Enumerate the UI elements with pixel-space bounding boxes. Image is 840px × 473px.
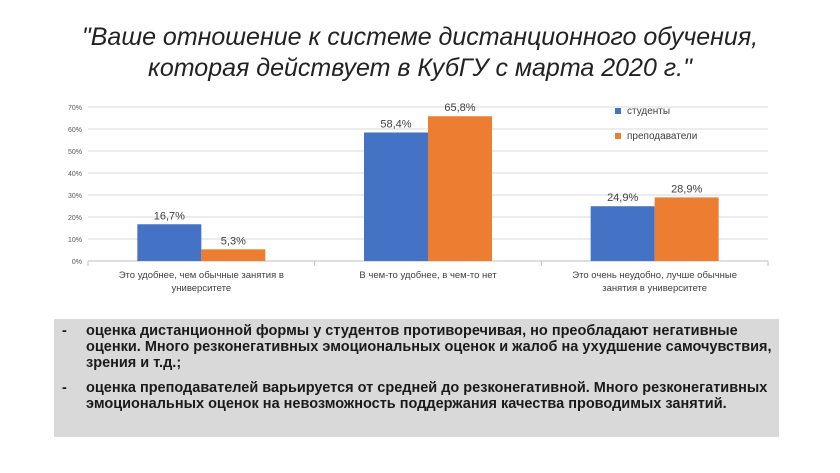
bar	[137, 224, 202, 261]
y-tick-label: 0%	[72, 259, 82, 266]
slide-title-line-2: которая действует в КубГУ с марта 2020 г…	[148, 54, 692, 82]
conclusion-text: оценка дистанционной формы у студентов п…	[86, 323, 772, 371]
x-category-label: В чем-то удобнее, в чем-то нет	[359, 270, 497, 281]
conclusion-text: оценка преподавателей варьируется от сре…	[86, 380, 768, 412]
bullet-dash: -	[62, 380, 67, 396]
data-label: 24,9%	[607, 192, 638, 204]
bar	[654, 197, 719, 261]
slide-title-line-1: "Ваше отношение к системе дистанционного…	[81, 23, 759, 51]
x-category-label: Это очень неудобно, лучше обычные	[572, 270, 737, 281]
bar	[201, 249, 266, 261]
legend-swatch	[615, 133, 621, 139]
bar	[364, 132, 428, 261]
y-tick-label: 30%	[68, 193, 82, 200]
legend-label: студенты	[627, 106, 670, 117]
x-category-label: Это удобнее, чем обычные занятия в	[119, 270, 284, 281]
bullet-dash: -	[62, 323, 67, 339]
x-category-label: университете	[172, 283, 232, 294]
slide-title: "Ваше отношение к системе дистанционного…	[40, 22, 800, 84]
y-tick-label: 40%	[68, 171, 82, 178]
y-tick-label: 20%	[68, 215, 82, 222]
data-label: 58,4%	[380, 119, 411, 131]
legend-swatch	[615, 108, 621, 114]
data-label: 28,9%	[671, 183, 702, 195]
y-tick-label: 50%	[68, 149, 82, 156]
data-label: 16,7%	[154, 210, 185, 222]
conclusions-box: - оценка дистанционной формы у студентов…	[54, 319, 779, 437]
bar	[428, 116, 492, 262]
bar-chart: 0% 10% 20% 30% 40% 50% 60% 70% 16,7% 5,3% Это удоб…	[68, 102, 769, 294]
data-label: 5,3%	[221, 235, 246, 247]
y-tick-label: 60%	[68, 127, 82, 134]
conclusion-item-students: - оценка дистанционной формы у студентов…	[62, 323, 772, 371]
data-label: 65,8%	[444, 102, 475, 114]
bar	[590, 206, 655, 261]
x-category-label: занятия в университете	[602, 283, 707, 294]
conclusion-item-teachers: - оценка преподавателей варьируется от с…	[62, 380, 772, 412]
legend-label: преподаватели	[627, 131, 697, 142]
y-tick-label: 70%	[68, 105, 82, 112]
y-tick-label: 10%	[68, 237, 82, 244]
